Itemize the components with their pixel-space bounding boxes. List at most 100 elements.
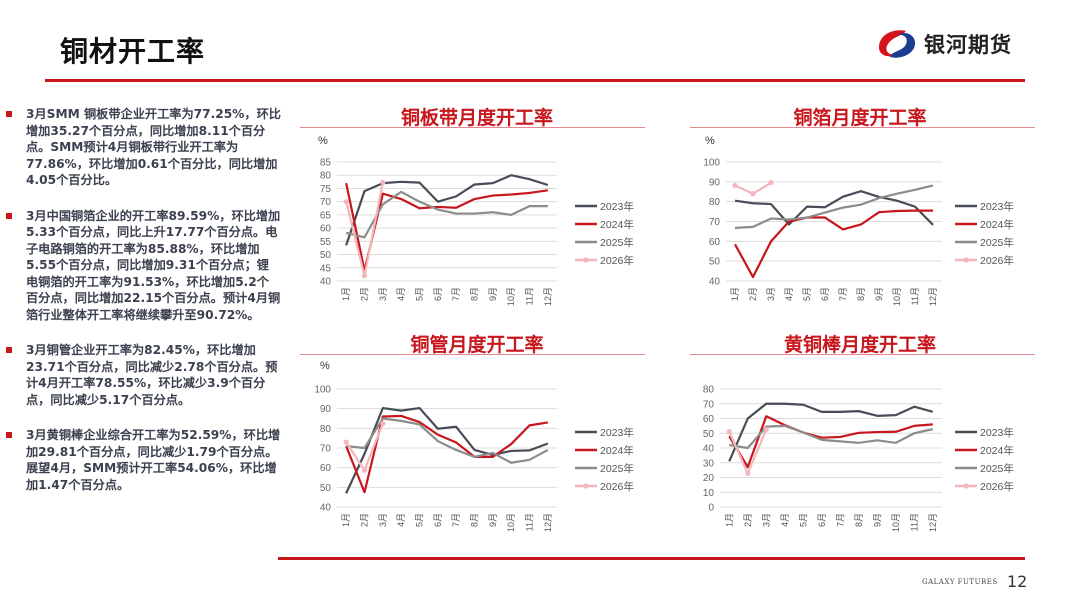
bullet-marker-icon xyxy=(6,347,12,353)
y-tick-label: 60 xyxy=(320,224,332,235)
data-point-2026 xyxy=(750,191,756,197)
series-line-2024 xyxy=(734,209,933,279)
legend-marker xyxy=(963,257,969,263)
x-tick-label: 8月 xyxy=(854,513,864,527)
legend-label: 2023年 xyxy=(980,426,1014,439)
galaxy-logo-icon xyxy=(878,30,916,58)
x-tick-label: 6月 xyxy=(817,513,827,527)
data-point-2026 xyxy=(763,426,769,433)
legend-marker xyxy=(583,483,589,489)
y-tick-label: 90 xyxy=(709,177,721,188)
y-tick-label: 70 xyxy=(709,217,721,228)
legend-marker xyxy=(963,483,969,489)
legend-label: 2023年 xyxy=(600,200,634,213)
series-line-2023 xyxy=(734,190,934,226)
y-tick-label: 50 xyxy=(320,483,332,494)
legend-marker xyxy=(583,257,589,263)
x-tick-label: 5月 xyxy=(415,513,425,527)
y-tick-label: 45 xyxy=(320,263,332,274)
y-tick-label: 80 xyxy=(703,385,715,396)
x-tick-label: 10月 xyxy=(891,513,901,532)
y-tick-label: 40 xyxy=(320,503,332,514)
data-point-2026 xyxy=(380,420,386,427)
y-tick-label: 50 xyxy=(703,429,715,440)
y-tick-label: 30 xyxy=(703,458,715,469)
chart-title: 铜管月度开工率 xyxy=(410,334,544,356)
y-tick-label: 90 xyxy=(320,404,332,415)
legend-label: 2026年 xyxy=(600,480,634,493)
y-tick-label: 80 xyxy=(320,171,332,182)
bullet-text: 3月中国铜箔企业的开工率89.59%，环比增加5.33个百分点，同比上升17.7… xyxy=(26,208,281,322)
x-tick-label: 4月 xyxy=(396,287,406,301)
chart-title-underline xyxy=(300,127,645,128)
y-tick-label: 60 xyxy=(709,237,721,248)
data-point-2026 xyxy=(768,180,774,186)
logo-text: 银河期货 xyxy=(924,33,1012,57)
copper-foil-chart: % 40 50 60 70 80 90 100 1月 2月 3月 4月 5月 6月 7月 8月 9月 10月 11月… xyxy=(703,135,1014,306)
bullet-marker-icon xyxy=(6,111,12,117)
y-tick-label: 60 xyxy=(320,463,332,474)
x-tick-label: 2月 xyxy=(743,513,753,527)
brass-rod-chart: 0 10 20 30 40 50 60 70 80 1月 2月 3月 4月 5月 6月 7月 8月 9月 10月 11… xyxy=(703,385,1014,533)
copper-strip-chart: % 40 45 50 55 60 65 70 75 80 85 1月 2月 3月 4月 5月 6月 7月 8月 9月 1… xyxy=(318,135,634,306)
x-tick-label: 9月 xyxy=(488,287,498,301)
chart-title-underline xyxy=(300,354,645,355)
y-axis-unit-label: % xyxy=(320,360,330,372)
x-tick-label: 3月 xyxy=(766,287,776,301)
y-tick-label: 85 xyxy=(320,158,332,169)
x-tick-label: 4月 xyxy=(780,513,790,527)
bullet-copper-foil: 3月中国铜箔企业的开工率89.59%，环比增加5.33个百分点，同比上升17.7… xyxy=(6,208,281,324)
x-tick-label: 6月 xyxy=(820,287,830,301)
legend-label: 2024年 xyxy=(980,444,1014,457)
y-tick-label: 20 xyxy=(703,473,715,484)
y-tick-label: 65 xyxy=(320,210,332,221)
data-point-2026 xyxy=(726,429,732,435)
series-line-2025 xyxy=(734,184,934,229)
x-tick-label: 1月 xyxy=(724,513,734,527)
bullet-marker-icon xyxy=(6,432,12,438)
bullet-text: 3月黄铜棒企业综合开工率为52.59%，环比增加29.81个百分点，同比减少1.… xyxy=(26,428,281,492)
x-tick-label: 3月 xyxy=(761,513,771,527)
legend-label: 2025年 xyxy=(600,462,634,475)
x-tick-label: 2月 xyxy=(748,287,758,301)
y-tick-label: 0 xyxy=(708,503,714,514)
data-point-2026 xyxy=(732,182,738,189)
y-tick-label: 50 xyxy=(709,257,721,268)
y-axis-unit-label: % xyxy=(318,135,328,147)
y-tick-label: 80 xyxy=(320,424,332,435)
legend-label: 2024年 xyxy=(600,444,634,457)
x-tick-label: 7月 xyxy=(451,513,461,527)
x-tick-label: 4月 xyxy=(784,287,794,301)
bullet-text: 3月铜管企业开工率为82.45%，环比增加23.71个百分点，同比减少2.78个… xyxy=(26,343,278,407)
y-tick-label: 40 xyxy=(320,277,332,288)
x-tick-label: 11月 xyxy=(909,513,919,531)
x-tick-label: 1月 xyxy=(730,287,740,301)
y-tick-label: 100 xyxy=(703,158,720,169)
x-tick-label: 9月 xyxy=(874,287,884,301)
y-tick-label: 75 xyxy=(320,184,332,195)
page-title: 铜材开工率 xyxy=(60,35,206,68)
legend-label: 2023年 xyxy=(980,200,1014,213)
bullet-copper-tube: 3月铜管企业开工率为82.45%，环比增加23.71个百分点，同比减少2.78个… xyxy=(6,342,281,408)
x-tick-label: 8月 xyxy=(470,287,480,301)
x-tick-label: 7月 xyxy=(838,287,848,301)
y-tick-label: 70 xyxy=(320,197,332,208)
x-tick-label: 7月 xyxy=(835,513,845,527)
y-axis-unit-label: % xyxy=(705,135,715,147)
x-tick-label: 5月 xyxy=(415,287,425,301)
y-tick-label: 60 xyxy=(703,414,715,425)
series-line-2023 xyxy=(345,406,549,494)
y-tick-label: 10 xyxy=(703,488,715,499)
commentary-list: 3月SMM 铜板带企业开工率为77.25%，环比增加35.27个百分点，同比增加… xyxy=(6,106,281,512)
bullet-text: 3月SMM 铜板带企业开工率为77.25%，环比增加35.27个百分点，同比增加… xyxy=(26,107,281,187)
x-tick-label: 11月 xyxy=(910,287,920,305)
data-point-2026 xyxy=(343,439,349,445)
chart-title-underline xyxy=(690,354,1035,355)
bullet-marker-icon xyxy=(6,212,12,219)
x-tick-label: 11月 xyxy=(525,513,535,531)
series-line-2024 xyxy=(345,182,548,272)
series-line-2023 xyxy=(728,402,934,462)
y-tick-label: 40 xyxy=(709,277,721,288)
x-tick-label: 12月 xyxy=(928,287,938,306)
